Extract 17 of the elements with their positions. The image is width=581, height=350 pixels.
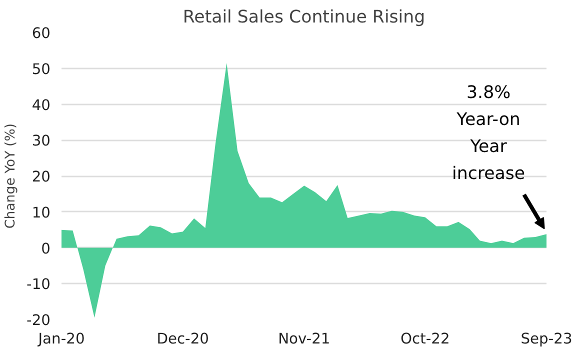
y-tick-label: -10 <box>26 276 51 294</box>
y-tick-label: 50 <box>32 60 51 78</box>
y-tick-label: 60 <box>32 25 51 42</box>
chart-title: Retail Sales Continue Rising <box>182 8 426 28</box>
annotation: 3.8% Year-on Year increase <box>452 83 526 184</box>
x-tick-label: Jan-20 <box>37 330 85 348</box>
y-tick-label: 30 <box>32 132 51 150</box>
y-tick-label: 40 <box>32 96 51 114</box>
y-tick-label: -20 <box>26 312 51 329</box>
y-axis-title: Change YoY (%) <box>4 123 19 229</box>
x-tick-label: Nov-21 <box>278 330 330 348</box>
x-tick-label: Sep-23 <box>520 330 572 348</box>
x-tick-label: Oct-22 <box>400 330 450 348</box>
y-tick-label: 0 <box>41 240 51 258</box>
x-tick-label: Dec-20 <box>156 330 210 348</box>
y-tick-label: 10 <box>32 204 51 222</box>
y-tick-label: 20 <box>32 168 51 186</box>
